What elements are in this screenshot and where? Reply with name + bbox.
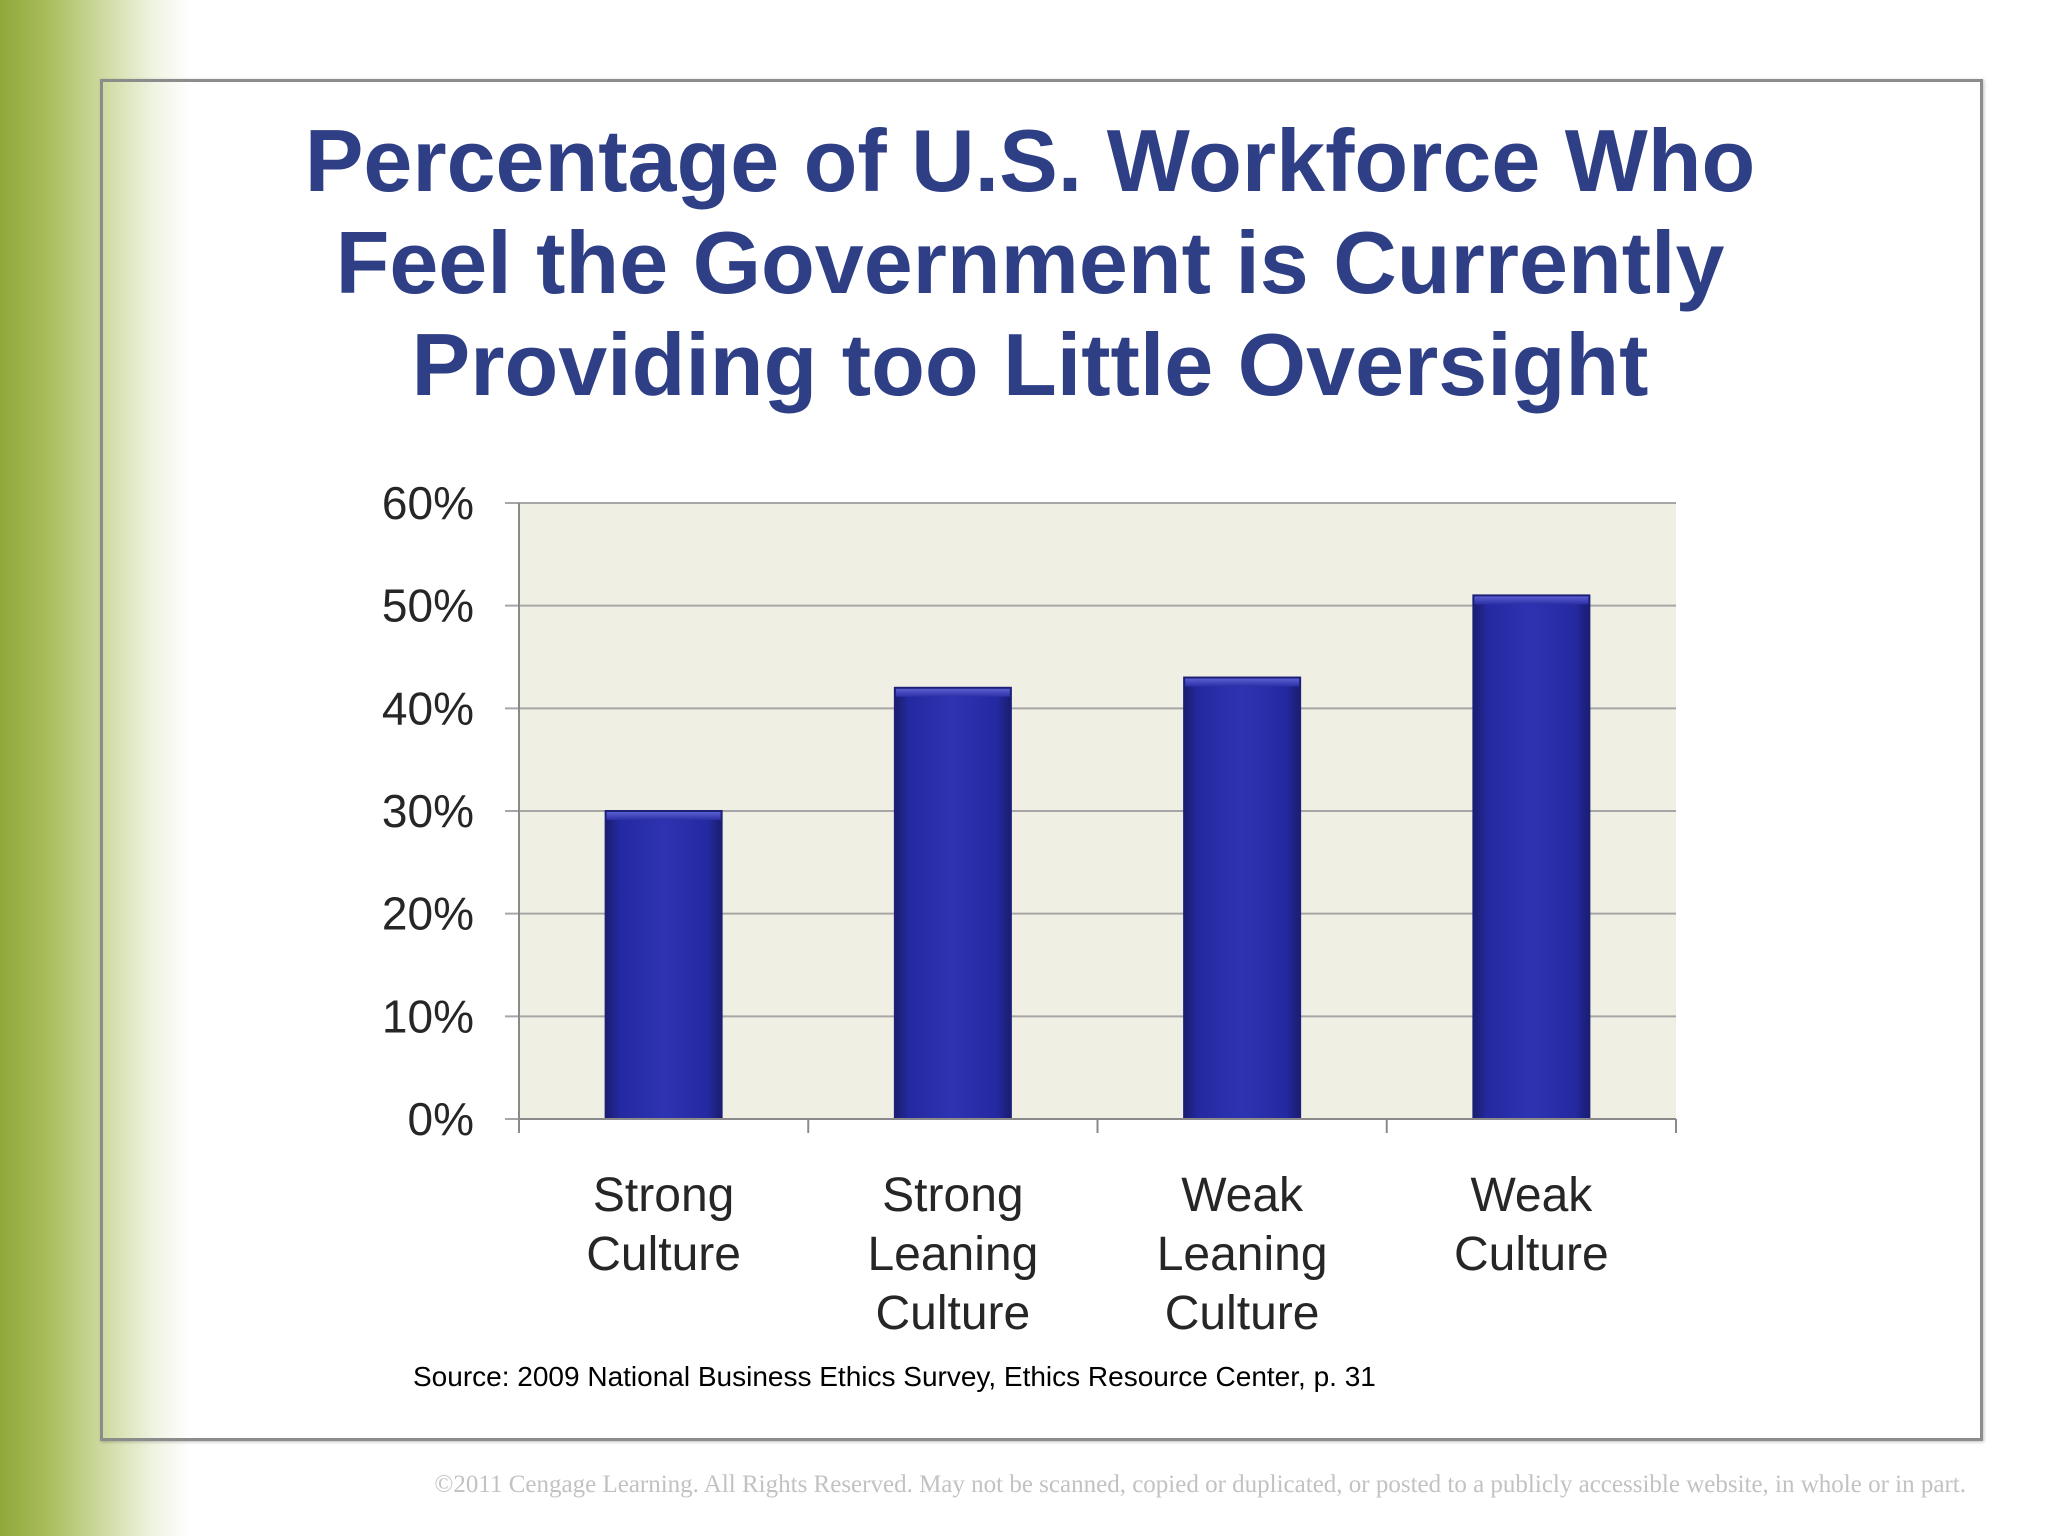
bar-body (893, 686, 1012, 1120)
bar (1183, 676, 1302, 1120)
x-tick-label: Weak Leaning Culture (1157, 1169, 1328, 1340)
y-tick-label: 40% (382, 682, 474, 734)
bar-top-bevel (1474, 596, 1589, 605)
page-title: Percentage of U.S. Workforce Who Feel th… (304, 111, 1756, 414)
bar (604, 810, 723, 1120)
x-axis-tick-labels: Strong Culture Strong Leaning Culture Weak Lea… (586, 1169, 1608, 1340)
y-tick-label: 60% (382, 477, 474, 529)
bar-top-bevel (895, 688, 1010, 697)
x-tick-label: Strong Culture (586, 1169, 741, 1281)
bar (1472, 594, 1591, 1120)
y-axis-tick-labels: 0% 10% 20% 30% 40% 50% 60% (382, 477, 474, 1145)
y-tick-label: 20% (382, 888, 474, 940)
x-axis (518, 1118, 1677, 1133)
y-tick-label: 50% (382, 580, 474, 632)
y-tick-label: 0% (408, 1093, 474, 1145)
copyright-notice: ©2011 Cengage Learning. All Rights Reser… (434, 1471, 1966, 1498)
bar-top-bevel (1185, 678, 1300, 687)
left-decorative-band (0, 0, 190, 1536)
bar-top-bevel (606, 812, 721, 820)
source-note: Source: 2009 National Business Ethics Su… (413, 1361, 1376, 1392)
bars (604, 594, 1591, 1120)
bar-body (1472, 594, 1591, 1120)
slide-frame (100, 79, 1983, 1441)
bar (893, 686, 1012, 1120)
y-tick-label: 30% (382, 785, 474, 837)
bar-body (604, 810, 723, 1120)
x-tick-label: Strong Leaning Culture (867, 1169, 1038, 1340)
x-tick-label: Weak Culture (1454, 1169, 1609, 1281)
bar-body (1183, 676, 1302, 1120)
y-tick-label: 10% (382, 990, 474, 1042)
